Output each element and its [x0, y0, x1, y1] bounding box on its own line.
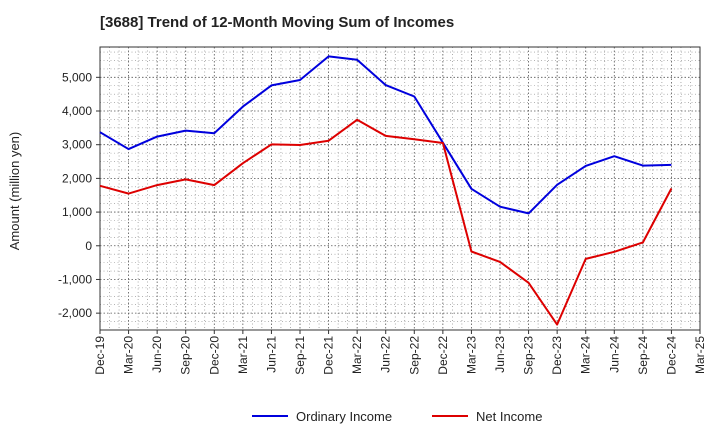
y-tick-label: 2,000: [62, 171, 92, 185]
x-tick-label: Sep-24: [636, 336, 650, 375]
x-tick-label: Mar-25: [693, 336, 707, 374]
x-tick-label: Dec-21: [322, 336, 336, 375]
y-tick-label: 3,000: [62, 138, 92, 152]
x-tick-label: Mar-22: [350, 336, 364, 374]
y-tick-label: -1,000: [58, 272, 92, 286]
x-tick-label: Jun-22: [379, 336, 393, 373]
x-tick-label: Mar-24: [579, 336, 593, 374]
legend-item-net-income: Net Income: [432, 406, 542, 426]
x-tick-label: Mar-20: [122, 336, 136, 374]
x-tick-label: Dec-24: [664, 336, 678, 375]
y-axis-label: Amount (million yen): [7, 132, 22, 251]
x-tick-label: Dec-20: [207, 336, 221, 375]
x-tick-label: Dec-22: [436, 336, 450, 375]
y-tick-label: 1,000: [62, 205, 92, 219]
legend-item-ordinary-income: Ordinary Income: [252, 406, 392, 426]
x-tick-label: Mar-23: [464, 336, 478, 374]
plot-frame: [99, 46, 701, 331]
series-line-ordinary-income: [99, 55, 672, 215]
x-tick-label: Sep-23: [522, 336, 536, 375]
series-line-net-income: [99, 118, 673, 326]
x-tick-label: Mar-21: [236, 336, 250, 374]
y-tick-label: 4,000: [62, 104, 92, 118]
y-tick-label: 5,000: [62, 70, 92, 84]
chart-title: [3688] Trend of 12-Month Moving Sum of I…: [100, 14, 455, 31]
series-lines: [99, 55, 673, 326]
legend: Ordinary Income Net Income: [0, 406, 720, 426]
x-tick-label: Dec-19: [93, 336, 107, 375]
legend-label-ordinary-income: Ordinary Income: [296, 408, 393, 424]
y-tick-label: -2,000: [58, 306, 92, 320]
legend-label-net-income: Net Income: [476, 408, 543, 424]
y-tick-label: 0: [85, 239, 92, 253]
axes: [96, 46, 701, 334]
x-tick-label: Sep-20: [179, 336, 193, 375]
x-tick-label: Jun-20: [150, 336, 164, 373]
legend-swatch-ordinary-income: [252, 415, 288, 417]
x-tick-label: Jun-24: [607, 336, 621, 373]
x-tick-label: Sep-21: [293, 336, 307, 375]
grid-lines: [100, 47, 700, 331]
x-tick-label: Sep-22: [407, 336, 421, 375]
legend-swatch-net-income: [432, 415, 468, 417]
x-tick-label: Dec-23: [550, 336, 564, 375]
tick-labels: -2,000 -1,000 0 1,000 2,000 3,000 4,000 5,000 De…: [58, 70, 707, 374]
x-tick-label: Jun-23: [493, 336, 507, 373]
x-tick-label: Jun-21: [264, 336, 278, 373]
